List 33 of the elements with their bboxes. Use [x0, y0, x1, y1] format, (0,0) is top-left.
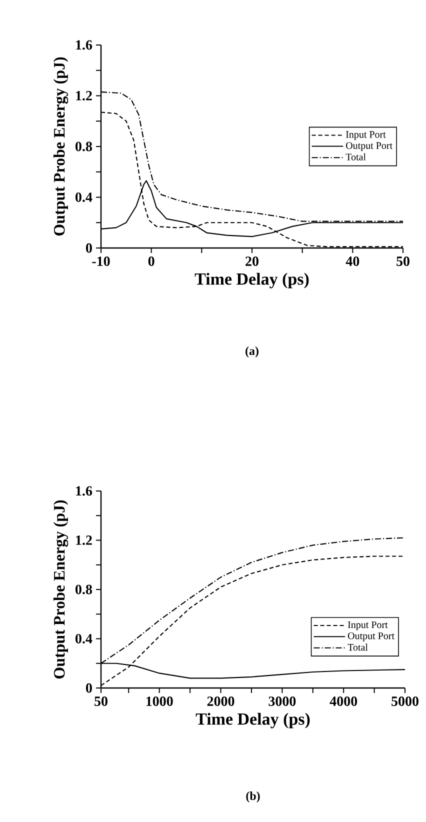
y-tick-label: 0.4 [76, 634, 92, 644]
y-tick-label: 0.4 [76, 192, 92, 202]
y-axis-title: Output Probe Energy (pJ) [53, 500, 68, 679]
x-tick-label: 40 [346, 256, 360, 266]
x-tick-label: 1000 [146, 696, 173, 706]
y-tick-label: 0 [86, 243, 92, 253]
y-tick-label: 1.2 [76, 91, 92, 100]
legend-label: Output Port [348, 632, 394, 642]
x-tick-label: -10 [92, 256, 110, 266]
x-tick-label: 50 [94, 696, 108, 706]
x-tick-label: 0 [148, 256, 154, 266]
y-tick-label: 1.2 [76, 536, 92, 545]
x-tick-label: 2000 [207, 696, 234, 706]
legend-label: Total [348, 644, 368, 651]
y-tick-label: 0 [86, 683, 92, 693]
legend-label: Input Port [346, 131, 386, 140]
x-tick-label: 4000 [330, 696, 358, 706]
x-axis-title: Time Delay (ps) [194, 272, 309, 288]
x-tick-label: 20 [246, 256, 258, 266]
x-tick-label: 5000 [392, 696, 418, 706]
legend-label: Output Port [346, 142, 392, 151]
y-tick-label: 1.6 [76, 486, 92, 496]
x-tick-label: 3000 [268, 696, 296, 706]
y-axis-title: Output Probe Energy (pJ) [53, 57, 68, 236]
text: (b) [246, 792, 260, 802]
y-tick-label: 0.8 [76, 142, 92, 152]
legend-label: Input Port [348, 621, 388, 630]
y-tick-label: 0.8 [76, 584, 92, 594]
text: (a) [246, 346, 258, 358]
x-tick-label: 50 [396, 256, 410, 266]
y-tick-label: 1.6 [76, 40, 92, 50]
x-axis-title: Time Delay (ps) [196, 712, 310, 728]
legend-label: Total [346, 153, 366, 160]
